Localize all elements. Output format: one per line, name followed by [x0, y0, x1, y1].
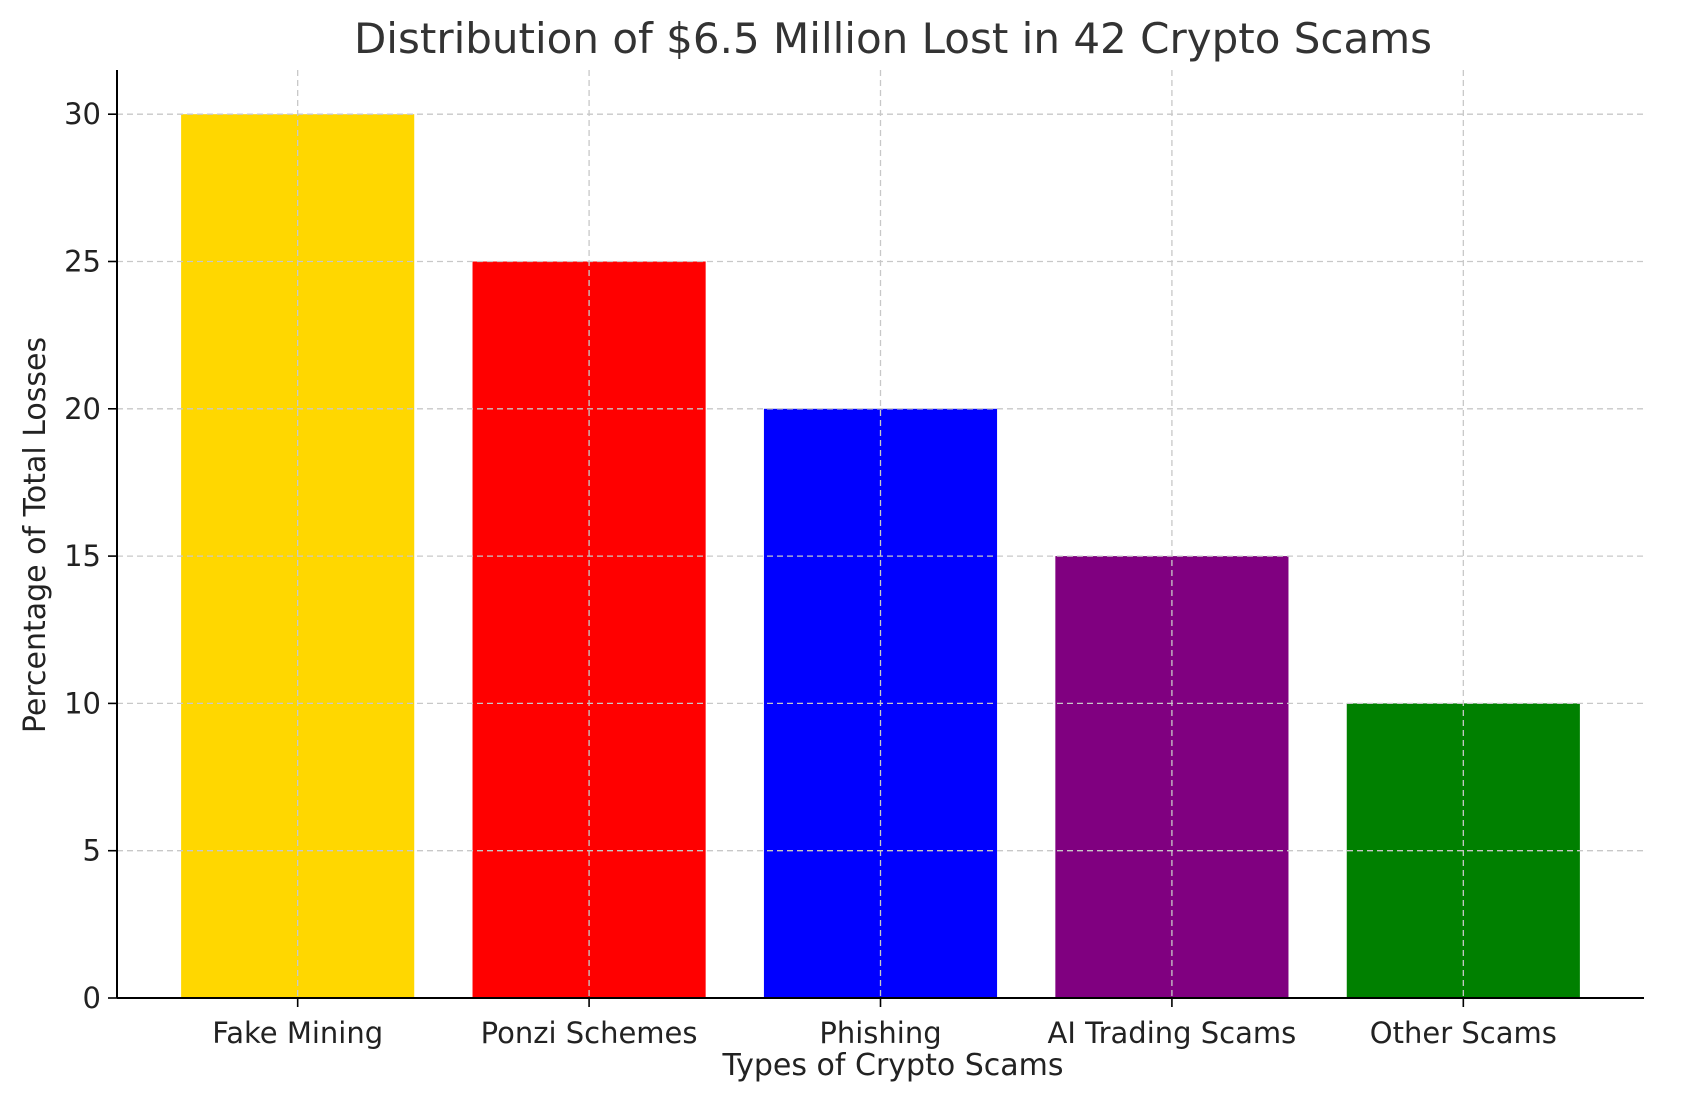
x-tick-label: Phishing [819, 1016, 941, 1050]
y-tick-label: 5 [83, 834, 101, 868]
y-tick-label: 30 [64, 97, 101, 131]
chart-title: Distribution of $6.5 Million Lost in 42 … [354, 14, 1432, 63]
x-tick-label: Ponzi Schemes [481, 1016, 698, 1050]
y-tick-label: 10 [64, 686, 101, 720]
x-tick-label: AI Trading Scams [1048, 1016, 1297, 1050]
y-tick-label: 15 [64, 539, 101, 573]
tick-layer: 0 5 10 15 20 25 30 Fake Mining Ponzi Schemes Phis… [64, 97, 1557, 1050]
y-tick-label: 0 [83, 981, 101, 1015]
y-axis-label: Percentage of Total Losses [18, 337, 53, 733]
x-axis-label: Types of Crypto Scams [721, 1048, 1063, 1083]
y-tick-label: 25 [64, 244, 101, 278]
y-tick-label: 20 [64, 392, 101, 426]
x-tick-label: Other Scams [1370, 1016, 1557, 1050]
x-tick-label: Fake Mining [212, 1016, 383, 1050]
grid-layer [117, 70, 1644, 999]
